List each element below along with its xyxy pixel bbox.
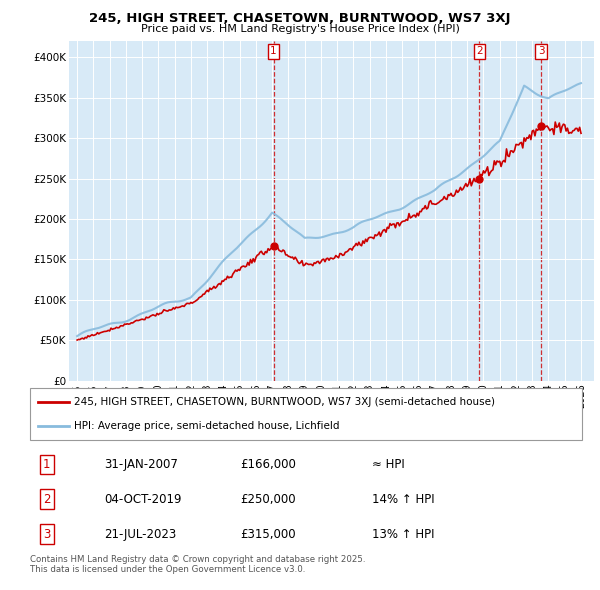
Text: 3: 3: [538, 47, 545, 57]
Text: Price paid vs. HM Land Registry's House Price Index (HPI): Price paid vs. HM Land Registry's House …: [140, 24, 460, 34]
Text: Contains HM Land Registry data © Crown copyright and database right 2025.
This d: Contains HM Land Registry data © Crown c…: [30, 555, 365, 574]
Text: 1: 1: [270, 47, 277, 57]
Text: 21-JUL-2023: 21-JUL-2023: [104, 527, 177, 540]
Text: 2: 2: [476, 47, 483, 57]
Text: 3: 3: [43, 527, 50, 540]
Text: £166,000: £166,000: [240, 458, 296, 471]
Text: ≈ HPI: ≈ HPI: [372, 458, 405, 471]
Text: £315,000: £315,000: [240, 527, 295, 540]
Text: 14% ↑ HPI: 14% ↑ HPI: [372, 493, 435, 506]
Text: HPI: Average price, semi-detached house, Lichfield: HPI: Average price, semi-detached house,…: [74, 421, 340, 431]
Text: 245, HIGH STREET, CHASETOWN, BURNTWOOD, WS7 3XJ (semi-detached house): 245, HIGH STREET, CHASETOWN, BURNTWOOD, …: [74, 396, 495, 407]
FancyBboxPatch shape: [30, 388, 582, 440]
Text: £250,000: £250,000: [240, 493, 295, 506]
Text: 1: 1: [43, 458, 50, 471]
Text: 04-OCT-2019: 04-OCT-2019: [104, 493, 182, 506]
Text: 2: 2: [43, 493, 50, 506]
Text: 13% ↑ HPI: 13% ↑ HPI: [372, 527, 435, 540]
Text: 245, HIGH STREET, CHASETOWN, BURNTWOOD, WS7 3XJ: 245, HIGH STREET, CHASETOWN, BURNTWOOD, …: [89, 12, 511, 25]
Text: 31-JAN-2007: 31-JAN-2007: [104, 458, 178, 471]
